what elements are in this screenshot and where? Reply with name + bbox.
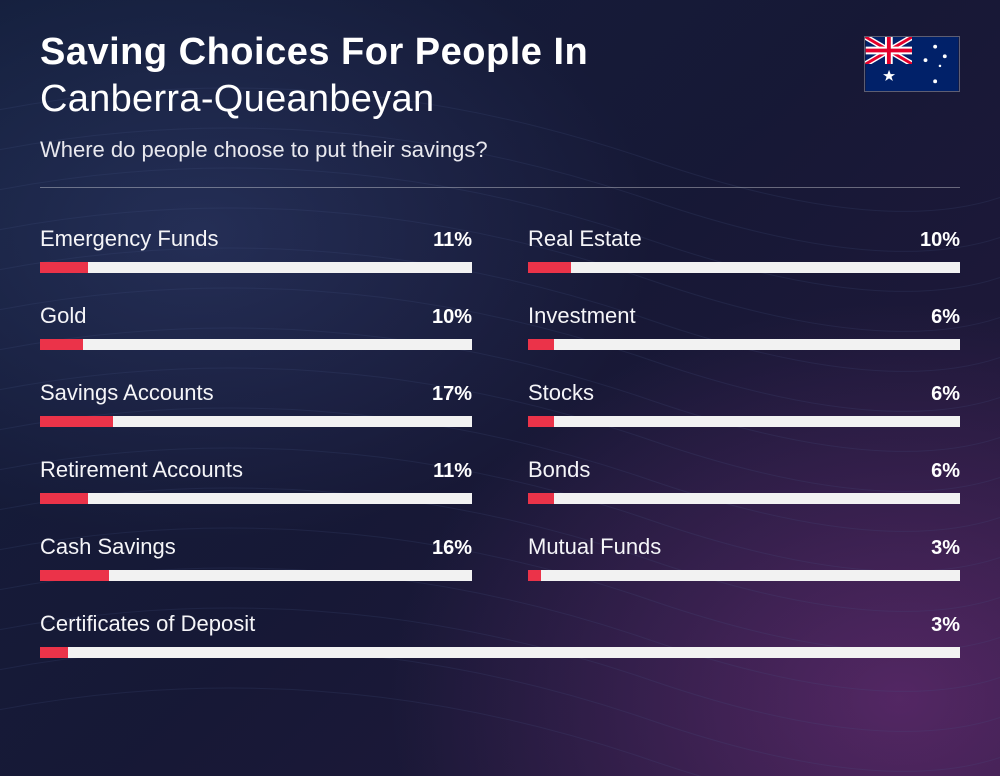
- bar-item-head: Investment 6%: [528, 303, 960, 329]
- bar-item: Certificates of Deposit 3%: [40, 581, 960, 658]
- bar-label: Real Estate: [528, 226, 642, 252]
- australia-flag-icon: [864, 36, 960, 92]
- bar-item: Emergency Funds 11%: [40, 196, 472, 273]
- bar-track: [528, 339, 960, 350]
- bar-item-head: Cash Savings 16%: [40, 534, 472, 560]
- bar-track: [40, 416, 472, 427]
- bar-label: Bonds: [528, 457, 590, 483]
- bar-item: Retirement Accounts 11%: [40, 427, 472, 504]
- bar-label: Investment: [528, 303, 636, 329]
- bar-label: Emergency Funds: [40, 226, 219, 252]
- bar-item: Savings Accounts 17%: [40, 350, 472, 427]
- bar-fill: [40, 339, 83, 350]
- bar-fill: [528, 262, 571, 273]
- title-line2: Canberra-Queanbeyan: [40, 76, 864, 124]
- bar-item: Cash Savings 16%: [40, 504, 472, 581]
- header: Saving Choices For People In Canberra-Qu…: [40, 32, 960, 188]
- bar-track: [40, 647, 960, 658]
- bar-item-head: Emergency Funds 11%: [40, 226, 472, 252]
- bar-item-head: Mutual Funds 3%: [528, 534, 960, 560]
- bar-value: 6%: [931, 306, 960, 329]
- bar-item-head: Stocks 6%: [528, 380, 960, 406]
- bar-item-head: Gold 10%: [40, 303, 472, 329]
- bar-label: Mutual Funds: [528, 534, 661, 560]
- bar-fill: [528, 416, 554, 427]
- bar-label: Retirement Accounts: [40, 457, 243, 483]
- title-line1: Saving Choices For People In: [40, 32, 864, 74]
- bar-fill: [528, 493, 554, 504]
- bar-item-head: Real Estate 10%: [528, 226, 960, 252]
- bar-item: Gold 10%: [40, 273, 472, 350]
- bar-value: 3%: [931, 614, 960, 637]
- bar-label: Gold: [40, 303, 86, 329]
- bar-item: Mutual Funds 3%: [528, 504, 960, 581]
- bar-value: 10%: [920, 229, 960, 252]
- bar-value: 11%: [433, 460, 472, 483]
- header-divider: [40, 187, 960, 188]
- bar-track: [528, 262, 960, 273]
- bar-value: 6%: [931, 383, 960, 406]
- bar-label: Savings Accounts: [40, 380, 214, 406]
- bar-item: Real Estate 10%: [528, 196, 960, 273]
- bar-item: Bonds 6%: [528, 427, 960, 504]
- bar-fill: [528, 570, 541, 581]
- bars-grid: Emergency Funds 11% Real Estate 10% Gold 10% I…: [40, 196, 960, 658]
- bar-track: [528, 416, 960, 427]
- bar-track: [528, 570, 960, 581]
- bar-label: Cash Savings: [40, 534, 176, 560]
- bar-value: 16%: [432, 537, 472, 560]
- subtitle: Where do people choose to put their savi…: [40, 137, 960, 163]
- bar-value: 10%: [432, 306, 472, 329]
- bar-value: 11%: [433, 229, 472, 252]
- bar-item-head: Savings Accounts 17%: [40, 380, 472, 406]
- bar-item-head: Bonds 6%: [528, 457, 960, 483]
- bar-track: [40, 493, 472, 504]
- bar-fill: [40, 493, 88, 504]
- bar-label: Certificates of Deposit: [40, 611, 255, 637]
- bar-track: [528, 493, 960, 504]
- bar-value: 6%: [931, 460, 960, 483]
- bar-item: Stocks 6%: [528, 350, 960, 427]
- bar-value: 3%: [931, 537, 960, 560]
- bar-fill: [528, 339, 554, 350]
- bar-item-head: Retirement Accounts 11%: [40, 457, 472, 483]
- bar-value: 17%: [432, 383, 472, 406]
- bar-track: [40, 339, 472, 350]
- bar-track: [40, 570, 472, 581]
- bar-fill: [40, 647, 68, 658]
- bar-item-head: Certificates of Deposit 3%: [40, 611, 960, 637]
- bar-item: Investment 6%: [528, 273, 960, 350]
- bar-track: [40, 262, 472, 273]
- bar-fill: [40, 570, 109, 581]
- bar-fill: [40, 262, 88, 273]
- bar-label: Stocks: [528, 380, 594, 406]
- bar-fill: [40, 416, 113, 427]
